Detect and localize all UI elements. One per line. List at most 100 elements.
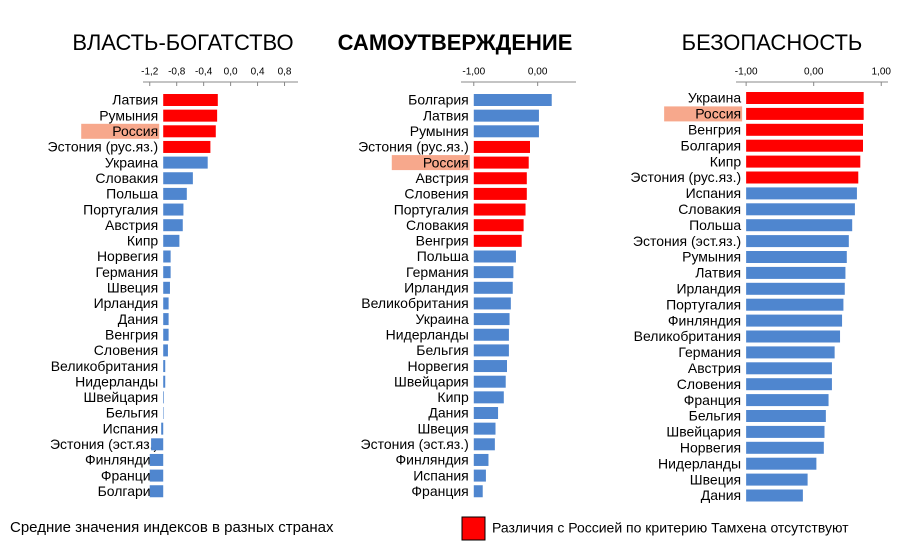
bar: [746, 203, 855, 216]
category-label: Финляндия: [396, 452, 469, 468]
bar: [473, 375, 506, 388]
bar: [746, 92, 864, 104]
category-label: Австрия: [688, 360, 741, 376]
category-label: Бельгия: [689, 408, 741, 424]
category-label: Эстония (эст.яз.): [633, 233, 741, 249]
bar: [473, 469, 486, 482]
category-label: Нидерланды: [75, 373, 158, 389]
category-label: Швейцария: [666, 424, 741, 440]
category-label: Норвегия: [408, 358, 469, 374]
bar: [746, 394, 829, 407]
category-label: Австрия: [416, 170, 469, 186]
category-label: Польша: [417, 248, 469, 264]
legend-label: Различия с Россией по критерию Тамхена о…: [492, 520, 849, 536]
bar: [746, 107, 864, 120]
label-highlight: [391, 155, 470, 171]
bar: [163, 250, 171, 263]
category-label: Украина: [415, 311, 469, 327]
category-label: Румыния: [99, 107, 158, 123]
bar: [473, 203, 526, 216]
bar: [746, 155, 861, 168]
category-label: Бельгия: [106, 405, 158, 421]
bar: [473, 485, 483, 498]
bar: [473, 94, 552, 106]
category-label: Кипр: [710, 153, 742, 169]
category-label: Польша: [106, 186, 158, 202]
bar: [473, 281, 513, 294]
bar: [473, 407, 499, 419]
category-label: Венгрия: [105, 326, 158, 342]
category-label: Словения: [94, 342, 158, 358]
category-label: Латвия: [423, 107, 469, 123]
bar: [746, 219, 853, 232]
bar: [473, 438, 495, 451]
chart-title: САМОУТВЕРЖДЕНИЕ: [338, 30, 573, 55]
bar: [163, 313, 169, 326]
category-label: Португалия: [394, 201, 469, 217]
bar: [163, 94, 218, 106]
category-label: Швейцария: [83, 389, 158, 405]
bar: [746, 473, 808, 486]
bar: [746, 410, 826, 422]
category-label: Словакия: [406, 217, 469, 233]
chart-title: ВЛАСТЬ-БОГАТСТВО: [72, 30, 293, 55]
category-label: Кипр: [437, 389, 469, 405]
category-label: Польша: [689, 217, 741, 233]
bar: [746, 139, 864, 152]
category-label: Дания: [428, 405, 468, 421]
category-label: Эстония (эст.яз.): [50, 436, 158, 452]
category-label: Бельгия: [416, 342, 468, 358]
x-tick-label: -1,00: [462, 67, 485, 78]
bar: [746, 251, 847, 263]
bar: [473, 234, 522, 247]
bar: [746, 346, 835, 359]
bar: [746, 123, 864, 136]
bar: [473, 313, 510, 326]
category-label: Норвегия: [97, 248, 158, 264]
category-label: Латвия: [112, 92, 158, 108]
x-tick-label: -1,00: [735, 67, 758, 78]
bar: [746, 235, 849, 248]
bar: [473, 250, 516, 263]
bar: [746, 362, 832, 375]
bar: [473, 453, 489, 466]
category-label: Россия: [695, 106, 741, 122]
category-label: Франция: [411, 483, 468, 499]
x-tick-label: 0,0: [224, 67, 238, 78]
category-label: Кипр: [127, 233, 159, 249]
bar: [149, 469, 164, 482]
bar: [473, 422, 496, 435]
bar: [746, 171, 859, 184]
bar: [473, 109, 539, 122]
bar: [163, 328, 169, 341]
category-label: Болгария: [681, 137, 742, 153]
bar: [161, 422, 164, 435]
bar: [473, 297, 511, 310]
x-tick-label: 0,00: [528, 67, 548, 78]
bar: [473, 172, 527, 185]
bar: [163, 407, 164, 419]
x-tick-label: 0,00: [804, 67, 824, 78]
bar: [746, 187, 857, 200]
bar: [746, 457, 817, 470]
category-label: Болгария: [408, 92, 469, 108]
bar: [163, 281, 170, 294]
category-label: Россия: [423, 154, 469, 170]
category-label: Эстония (рус.яз.): [630, 169, 741, 185]
category-label: Румыния: [682, 249, 741, 265]
bar: [746, 378, 832, 391]
bar: [163, 234, 180, 247]
category-label: Испания: [413, 467, 469, 483]
x-tick-label: 1,00: [872, 67, 892, 78]
category-label: Португалия: [83, 201, 158, 217]
category-label: Великобритания: [361, 295, 469, 311]
bar: [163, 391, 164, 404]
bar: [473, 140, 530, 153]
bar: [473, 125, 539, 138]
category-label: Украина: [105, 154, 159, 170]
category-label: Германия: [678, 344, 741, 360]
category-label: Румыния: [410, 123, 469, 139]
x-tick-label: -1,2: [141, 67, 159, 78]
bar: [163, 109, 218, 122]
